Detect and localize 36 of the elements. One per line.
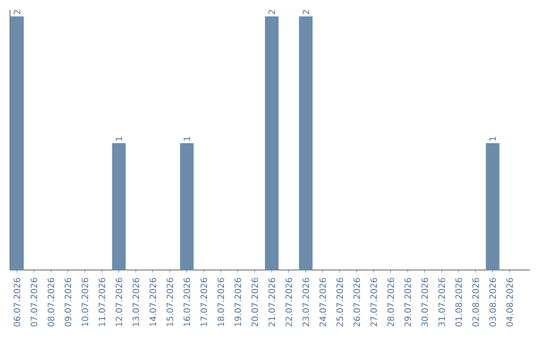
data-label: 2: [14, 10, 20, 14]
x-tick-label: 14.07.2026: [150, 278, 156, 326]
x-tick-label: 26.07.2026: [353, 278, 360, 326]
x-tick-label: 10.07.2026: [82, 278, 88, 326]
data-label: 2: [268, 10, 275, 14]
x-tick-label: 30.07.2026: [421, 278, 428, 326]
data-label: 1: [184, 136, 190, 141]
x-tick-label: 19.07.2026: [234, 278, 242, 326]
x-tick-label: 07.07.2026: [30, 278, 38, 326]
x-tick-label: 13.07.2026: [132, 278, 140, 326]
x-tick-label: 21.07.2026: [268, 278, 276, 326]
x-tick-label: 08.07.2026: [48, 278, 54, 326]
x-tick-label: 31.07.2026: [438, 278, 445, 326]
x-tick-label: 09.07.2026: [64, 278, 72, 326]
x-tick-label: 04.08.2026: [506, 278, 513, 326]
x-tick-label: 01.08.2026: [455, 278, 462, 326]
x-tick-label: 18.07.2026: [218, 278, 224, 326]
x-tick-label: 03.08.2026: [489, 278, 496, 326]
x-tick-label: 17.07.2026: [200, 278, 208, 326]
x-tick-label: 12.07.2026: [116, 278, 122, 326]
x-tick-label: 24.07.2026: [319, 278, 326, 326]
x-tick-label: 25.07.2026: [336, 278, 344, 326]
data-label: 1: [489, 136, 496, 141]
x-tick-label: 06.07.2026: [14, 278, 20, 326]
x-tick-label: 15.07.2026: [166, 278, 174, 326]
x-tick-label: 27.07.2026: [370, 278, 377, 326]
x-tick-label: 23.07.2026: [302, 278, 310, 326]
data-label: 2: [302, 10, 309, 14]
x-tick-label: 28.07.2026: [387, 278, 394, 326]
x-tick-label: 11.07.2026: [98, 278, 106, 326]
x-tick-label: 02.08.2026: [472, 278, 479, 326]
data-label: 1: [116, 136, 122, 141]
x-tick-label: 16.07.2026: [184, 278, 190, 326]
x-tick-label: 22.07.2026: [286, 278, 292, 326]
x-tick-label: 20.07.2026: [252, 278, 258, 326]
x-tick-label: 29.07.2026: [404, 278, 411, 326]
